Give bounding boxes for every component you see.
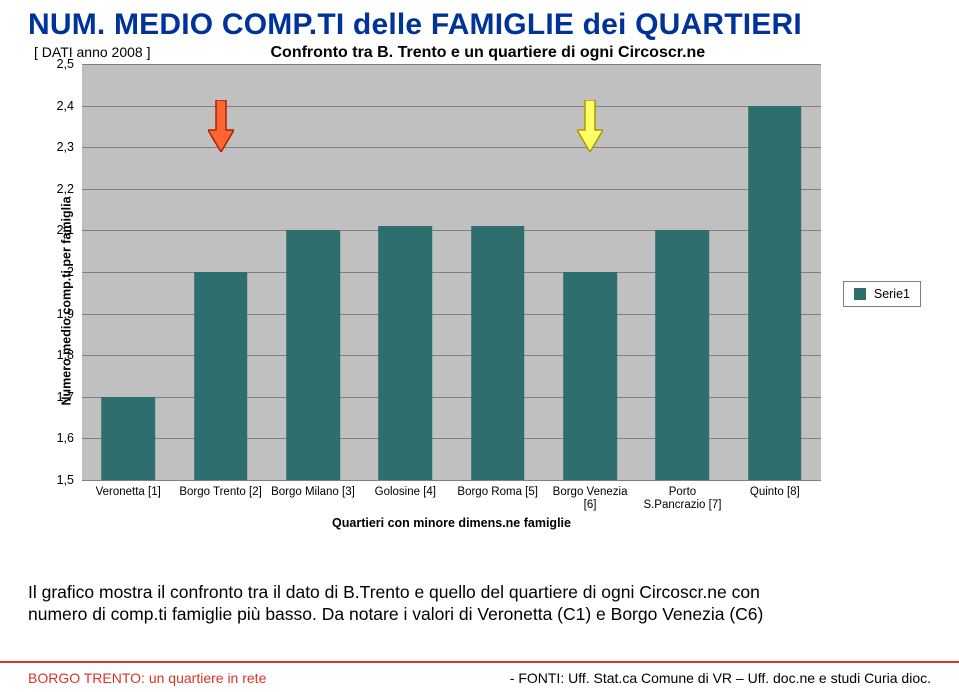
ytick-label: 1,8: [57, 348, 74, 362]
chart-subtitle: Confronto tra B. Trento e un quartiere d…: [270, 44, 705, 62]
subtitle-row: [ DATI anno 2008 ] Confronto tra B. Tren…: [28, 44, 931, 62]
caption: Il grafico mostra il confronto tra il da…: [28, 582, 931, 626]
ytick-label: 2,4: [57, 99, 74, 113]
x-tick-label: Golosine [4]: [359, 480, 451, 512]
page-title: NUM. MEDIO COMP.TI delle FAMIGLIE dei QU…: [28, 8, 931, 42]
bars-group: [82, 64, 821, 480]
callout-arrow-icon: [208, 100, 234, 152]
ytick-label: 1,6: [57, 431, 74, 445]
ytick-label: 1,9: [57, 307, 74, 321]
plot-area: 1,51,61,71,81,922,12,22,32,42,5 Veronett…: [82, 64, 821, 480]
x-tick-label: Borgo Milano [3]: [267, 480, 359, 512]
x-tick-label: Borgo Venezia[6]: [544, 480, 636, 512]
legend: Serie1: [843, 281, 921, 307]
bar-slot: [82, 64, 174, 480]
bar: [563, 272, 617, 480]
x-tick-label: Borgo Roma [5]: [452, 480, 544, 512]
bar: [748, 106, 802, 480]
caption-line-1: Il grafico mostra il confronto tra il da…: [28, 582, 760, 602]
bar: [471, 226, 525, 480]
footer: BORGO TRENTO: un quartiere in rete - FON…: [0, 661, 959, 692]
ytick-label: 1,5: [57, 473, 74, 487]
legend-swatch: [854, 288, 866, 300]
bar-slot: [636, 64, 728, 480]
x-axis-title: Quartieri con minore dimens.ne famiglie: [82, 516, 821, 530]
bar-slot: [267, 64, 359, 480]
ytick-label: 2,5: [57, 57, 74, 71]
ytick-label: 2,3: [57, 140, 74, 154]
bar: [194, 272, 248, 480]
legend-label: Serie1: [874, 287, 910, 301]
bar: [379, 226, 433, 480]
ytick-label: 1,7: [57, 390, 74, 404]
ytick-label: 2,2: [57, 182, 74, 196]
x-tick-label: PortoS.Pancrazio [7]: [636, 480, 728, 512]
footer-left: BORGO TRENTO: un quartiere in rete: [28, 670, 266, 686]
chart-container: Numero medio comp.ti per famiglia 1,51,6…: [28, 64, 931, 524]
callout-arrow-icon: [577, 100, 603, 152]
data-year-annotation: [ DATI anno 2008 ]: [34, 44, 150, 60]
bar-slot: [452, 64, 544, 480]
ytick-label: 2: [67, 265, 74, 279]
x-tick-label: Quinto [8]: [729, 480, 821, 512]
ytick-label: 2,1: [57, 223, 74, 237]
footer-right: - FONTI: Uff. Stat.ca Comune di VR – Uff…: [510, 670, 931, 686]
bar-slot: [729, 64, 821, 480]
x-tick-label: Borgo Trento [2]: [174, 480, 266, 512]
bar: [286, 230, 340, 480]
bar-slot: [359, 64, 451, 480]
bar: [101, 397, 155, 480]
caption-line-2: numero di comp.ti famiglie più basso. Da…: [28, 604, 763, 624]
x-tick-label: Veronetta [1]: [82, 480, 174, 512]
bar: [656, 230, 710, 480]
x-axis-labels: Veronetta [1]Borgo Trento [2]Borgo Milan…: [82, 480, 821, 512]
